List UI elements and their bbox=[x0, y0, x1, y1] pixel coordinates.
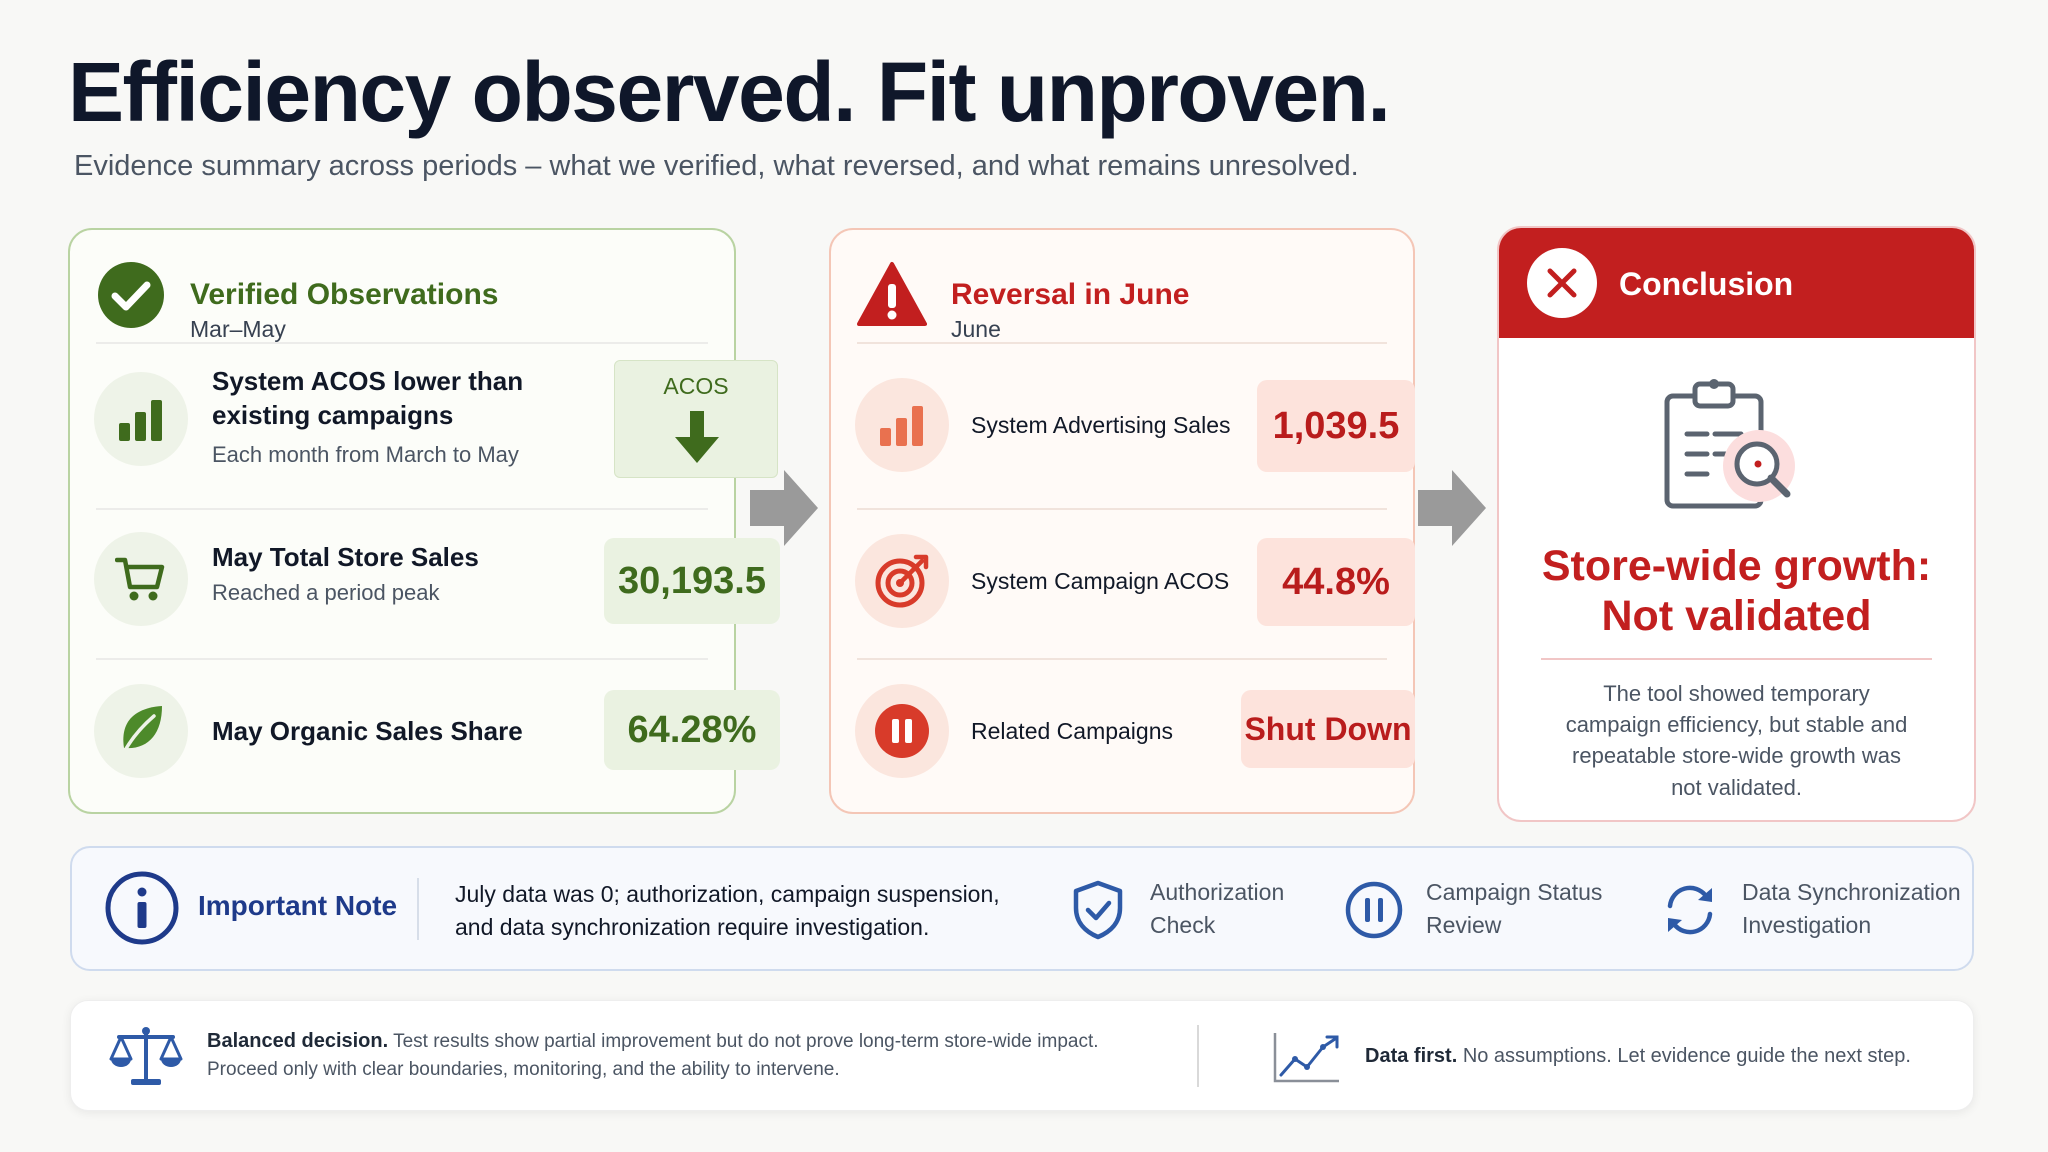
conclusion-body: The tool showed temporary campaign effic… bbox=[1565, 681, 1908, 800]
reversal-card: Reversal in June June System Advertising… bbox=[829, 228, 1415, 814]
divider bbox=[857, 508, 1387, 510]
organic-share-value: 64.28% bbox=[604, 690, 780, 770]
important-note-bar: Important Note July data was 0; authoriz… bbox=[70, 846, 1974, 971]
conclusion-headline-line-2: Not validated bbox=[1601, 591, 1872, 640]
advertising-sales-value: 1,039.5 bbox=[1257, 380, 1415, 472]
data-first-line: No assumptions. Let evidence guide the n… bbox=[1462, 1045, 1911, 1067]
divider bbox=[1541, 658, 1932, 660]
campaign-acos-label: System Campaign ACOS bbox=[971, 568, 1230, 594]
campaign-status-review-label: Campaign Status Review bbox=[1426, 876, 1602, 943]
reversal-card-header: Reversal in June June bbox=[857, 250, 1387, 346]
data-first-text: Data first. No assumptions. Let evidence… bbox=[1365, 1045, 1911, 1068]
pause-icon bbox=[855, 684, 949, 778]
acos-row-sub: Each month from March to May bbox=[212, 442, 519, 467]
divider bbox=[1197, 1025, 1199, 1087]
close-circle-icon bbox=[1527, 248, 1597, 318]
campaign-acos-value: 44.8% bbox=[1257, 538, 1415, 626]
target-icon bbox=[855, 534, 949, 628]
divider bbox=[96, 508, 708, 510]
acos-indicator: ACOS bbox=[614, 360, 778, 478]
leaf-icon bbox=[94, 684, 188, 778]
campaign-status-line-1: Campaign Status bbox=[1426, 879, 1603, 905]
list-item-campaign-acos: System Campaign ACOS 44.8% bbox=[855, 534, 1415, 628]
organic-share-title: May Organic Sales Share bbox=[212, 716, 523, 746]
divider bbox=[857, 342, 1387, 344]
divider bbox=[96, 658, 708, 660]
important-note-title: Important Note bbox=[198, 890, 398, 921]
conclusion-card: Conclusion Store-wide growth: Not valida… bbox=[1497, 226, 1976, 822]
warning-icon bbox=[857, 262, 927, 326]
store-sales-sub: Reached a period peak bbox=[212, 580, 440, 605]
list-item-related-campaigns: Related Campaigns Shut Down bbox=[855, 684, 1415, 778]
arrow-down-icon bbox=[675, 411, 719, 463]
list-item-acos: System ACOS lower than existing campaign… bbox=[94, 360, 778, 482]
check-circle-icon bbox=[98, 262, 164, 328]
verified-observations-card: Verified Observations Mar–May System ACO… bbox=[68, 228, 780, 814]
info-icon bbox=[105, 871, 179, 945]
campaign-status-line-2: Review bbox=[1426, 912, 1502, 939]
decision-summary-bar: Balanced decision. Test results show par… bbox=[70, 1000, 1974, 1111]
arrow-right-icon bbox=[750, 470, 818, 546]
store-sales-value: 30,193.5 bbox=[604, 538, 780, 624]
verified-period: Mar–May bbox=[190, 316, 286, 342]
balance-scale-icon bbox=[109, 1027, 183, 1085]
data-first-bold: Data first. bbox=[1365, 1045, 1458, 1067]
authorization-check-label: Authorization Check bbox=[1150, 876, 1284, 943]
divider bbox=[96, 342, 708, 344]
page-subtitle: Evidence summary across periods – what w… bbox=[74, 150, 1359, 182]
conclusion-headline: Store-wide growth: Not validated bbox=[1499, 542, 1974, 642]
reversal-period: June bbox=[951, 316, 1001, 342]
acos-row-title: System ACOS lower than existing campaign… bbox=[212, 366, 524, 431]
list-item-store-sales: May Total Store Sales Reached a period p… bbox=[94, 532, 780, 632]
arrow-right-icon bbox=[1418, 470, 1486, 546]
acos-label: ACOS bbox=[663, 373, 729, 399]
pause-circle-icon bbox=[1345, 881, 1403, 939]
list-item-advertising-sales: System Advertising Sales 1,039.5 bbox=[855, 378, 1415, 472]
divider bbox=[417, 878, 419, 940]
data-sync-line-1: Data Synchronization bbox=[1742, 879, 1961, 905]
shield-check-icon bbox=[1073, 880, 1123, 940]
list-item-organic-share: May Organic Sales Share 64.28% bbox=[94, 684, 780, 784]
related-campaigns-label: Related Campaigns bbox=[971, 718, 1174, 744]
bar-chart-icon bbox=[94, 372, 188, 466]
balanced-decision-text: Balanced decision. Test results show par… bbox=[207, 1027, 1099, 1084]
related-campaigns-status: Shut Down bbox=[1241, 690, 1415, 768]
balanced-decision-line-2: Proceed only with clear boundaries, moni… bbox=[207, 1059, 840, 1080]
important-note-text: July data was 0; authorization, campaign… bbox=[455, 881, 1000, 940]
verified-title: Verified Observations bbox=[190, 278, 499, 311]
authorization-check-line-2: Check bbox=[1150, 912, 1216, 939]
trend-chart-icon bbox=[1273, 1033, 1339, 1083]
balanced-decision-bold: Balanced decision. bbox=[207, 1030, 389, 1052]
verified-card-header: Verified Observations Mar–May bbox=[96, 250, 708, 346]
bar-chart-icon bbox=[855, 378, 949, 472]
clipboard-search-icon bbox=[1664, 379, 1795, 509]
reversal-title: Reversal in June bbox=[951, 278, 1190, 311]
balanced-decision-line-1: Test results show partial improvement bu… bbox=[393, 1031, 1099, 1052]
sync-icon bbox=[1667, 885, 1713, 935]
divider bbox=[857, 658, 1387, 660]
data-sync-investigation-label: Data Synchronization Investigation bbox=[1742, 876, 1961, 943]
store-sales-title: May Total Store Sales bbox=[212, 542, 479, 572]
conclusion-header: Conclusion bbox=[1499, 228, 1974, 338]
conclusion-title: Conclusion bbox=[1619, 266, 1794, 302]
conclusion-headline-line-1: Store-wide growth: bbox=[1541, 542, 1932, 590]
data-sync-line-2: Investigation bbox=[1742, 912, 1872, 939]
page-title: Efficiency observed. Fit unproven. bbox=[68, 45, 1391, 139]
authorization-check-line-1: Authorization bbox=[1150, 879, 1285, 905]
shopping-cart-icon bbox=[94, 532, 188, 626]
advertising-sales-label: System Advertising Sales bbox=[971, 412, 1231, 438]
